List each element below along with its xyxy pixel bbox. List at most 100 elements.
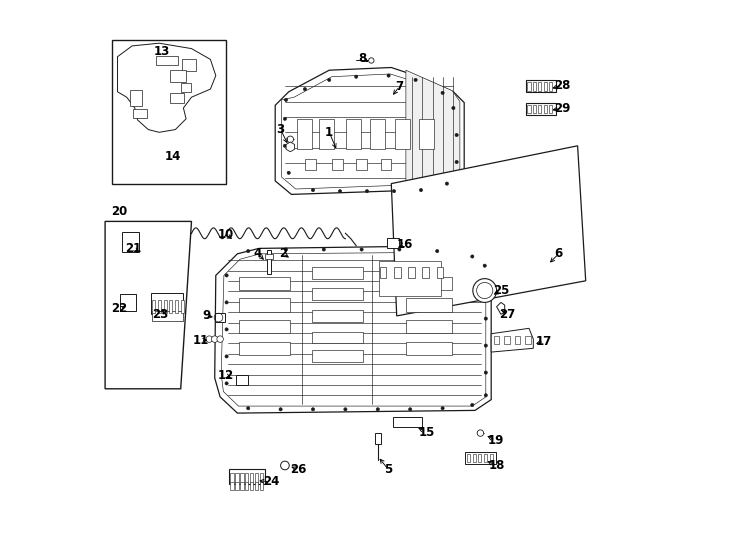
Bar [170, 300, 172, 313]
Circle shape [455, 133, 458, 137]
Bar [406, 320, 452, 333]
Polygon shape [117, 43, 216, 132]
Circle shape [225, 301, 228, 304]
Text: 19: 19 [487, 434, 504, 447]
Bar [156, 56, 178, 65]
Circle shape [446, 182, 448, 185]
Circle shape [483, 264, 487, 267]
Bar [239, 342, 290, 355]
Circle shape [377, 408, 379, 411]
Circle shape [484, 290, 487, 293]
Circle shape [473, 279, 497, 302]
Bar [467, 454, 470, 462]
Bar [370, 119, 385, 148]
Bar [406, 276, 452, 291]
Bar [394, 267, 401, 278]
Bar [265, 254, 272, 259]
Circle shape [225, 355, 228, 358]
Circle shape [344, 408, 347, 411]
Bar [549, 105, 552, 113]
Bar [250, 482, 253, 490]
Circle shape [414, 78, 417, 82]
Bar [408, 267, 415, 278]
Circle shape [452, 106, 455, 110]
Bar [538, 105, 542, 113]
Bar [260, 482, 264, 490]
Bar [544, 105, 547, 113]
Bar [515, 336, 520, 345]
Bar [544, 82, 547, 91]
Circle shape [409, 408, 412, 411]
Polygon shape [286, 142, 294, 152]
Text: 1: 1 [325, 126, 333, 139]
Circle shape [206, 336, 213, 342]
Circle shape [419, 188, 423, 192]
Bar [473, 454, 476, 462]
Circle shape [311, 408, 315, 411]
Circle shape [225, 382, 228, 385]
Text: 10: 10 [217, 228, 233, 241]
Circle shape [441, 407, 444, 410]
Circle shape [366, 190, 368, 193]
Bar [236, 473, 239, 483]
Bar [538, 82, 542, 91]
Bar [374, 433, 381, 444]
Polygon shape [497, 302, 505, 314]
Circle shape [470, 403, 474, 407]
Text: 22: 22 [112, 302, 128, 315]
Bar [490, 454, 493, 462]
Bar [379, 260, 441, 296]
Polygon shape [491, 328, 534, 352]
Bar [182, 59, 195, 71]
Text: 23: 23 [153, 308, 169, 321]
Bar [528, 82, 531, 91]
Circle shape [247, 249, 250, 253]
Text: 7: 7 [396, 80, 404, 93]
Circle shape [287, 171, 291, 174]
Bar [239, 320, 290, 333]
Bar [526, 336, 531, 345]
Bar [297, 119, 313, 148]
Bar [387, 238, 399, 248]
Circle shape [398, 248, 401, 251]
Bar [152, 300, 156, 313]
Bar [230, 482, 233, 490]
Bar [528, 105, 531, 113]
Bar [312, 267, 363, 279]
Bar [229, 469, 266, 484]
Bar [236, 482, 239, 490]
Bar [526, 103, 556, 115]
Bar [175, 300, 178, 313]
Bar [260, 473, 264, 483]
Bar [484, 454, 487, 462]
Bar [230, 473, 233, 483]
Circle shape [435, 249, 439, 253]
Bar [181, 83, 192, 92]
Text: 11: 11 [192, 334, 208, 347]
Polygon shape [215, 246, 491, 413]
Text: 28: 28 [554, 79, 570, 92]
Circle shape [476, 282, 493, 299]
Bar [312, 288, 363, 300]
Bar [255, 473, 258, 483]
Circle shape [287, 136, 294, 143]
Bar [533, 105, 536, 113]
Circle shape [338, 190, 341, 193]
Bar [120, 294, 137, 310]
Circle shape [311, 188, 315, 192]
Bar [112, 40, 225, 184]
Circle shape [327, 78, 331, 82]
Text: 9: 9 [202, 309, 210, 322]
Circle shape [284, 248, 288, 251]
Circle shape [477, 430, 484, 436]
Circle shape [303, 87, 307, 91]
Text: 26: 26 [290, 463, 306, 476]
Bar [170, 70, 186, 82]
Circle shape [441, 91, 444, 94]
Polygon shape [406, 70, 460, 184]
Bar [533, 82, 536, 91]
Bar [134, 109, 147, 118]
Bar [255, 482, 258, 490]
Bar [130, 90, 142, 106]
Text: 2: 2 [279, 247, 288, 260]
